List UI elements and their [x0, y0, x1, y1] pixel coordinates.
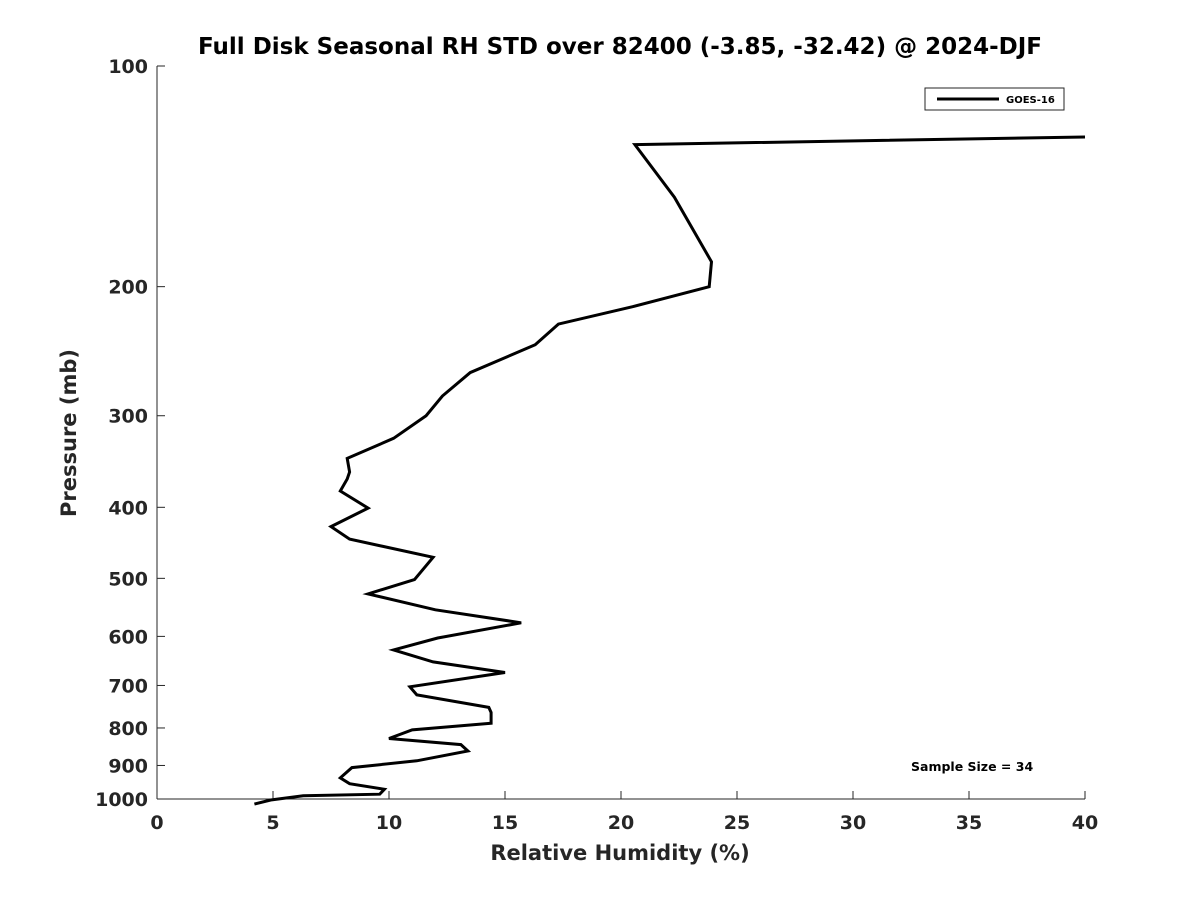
y-tick-label: 900: [108, 755, 148, 777]
x-tick-label: 30: [840, 812, 866, 834]
x-axis-label: Relative Humidity (%): [490, 841, 749, 865]
y-axis-ticks: 100 200 300 400 500 600 700 800 900 1000: [95, 56, 165, 811]
y-tick-label: 1000: [95, 789, 148, 811]
legend: GOES-16: [924, 87, 1065, 111]
y-axis-label: Pressure (mb): [57, 349, 81, 517]
x-tick-label: 35: [956, 812, 982, 834]
y-tick-label: 500: [108, 568, 148, 590]
y-tick-label: 400: [108, 497, 148, 519]
sample-size-annotation: Sample Size = 34: [911, 759, 1033, 774]
series-layer: [254, 135, 1086, 806]
y-tick-label: 800: [108, 718, 148, 740]
chart-title: Full Disk Seasonal RH STD over 82400 (-3…: [198, 34, 1042, 60]
x-tick-label: 40: [1072, 812, 1098, 834]
x-tick-label: 10: [376, 812, 402, 834]
y-tick-label: 300: [108, 406, 148, 428]
x-tick-label: 25: [724, 812, 750, 834]
y-tick-label: 200: [108, 277, 148, 299]
series-line-goes-16: [254, 135, 1086, 806]
y-tick-label: 600: [108, 626, 148, 648]
y-tick-label: 100: [108, 56, 148, 78]
x-axis-ticks: 0 5 10 15 20 25 30 35 40: [150, 791, 1098, 834]
x-tick-label: 20: [608, 812, 634, 834]
legend-label-goes-16: GOES-16: [1006, 95, 1055, 106]
y-tick-label: 700: [108, 675, 148, 697]
x-tick-label: 15: [492, 812, 518, 834]
x-tick-label: 0: [150, 812, 163, 834]
x-tick-label: 5: [266, 812, 279, 834]
